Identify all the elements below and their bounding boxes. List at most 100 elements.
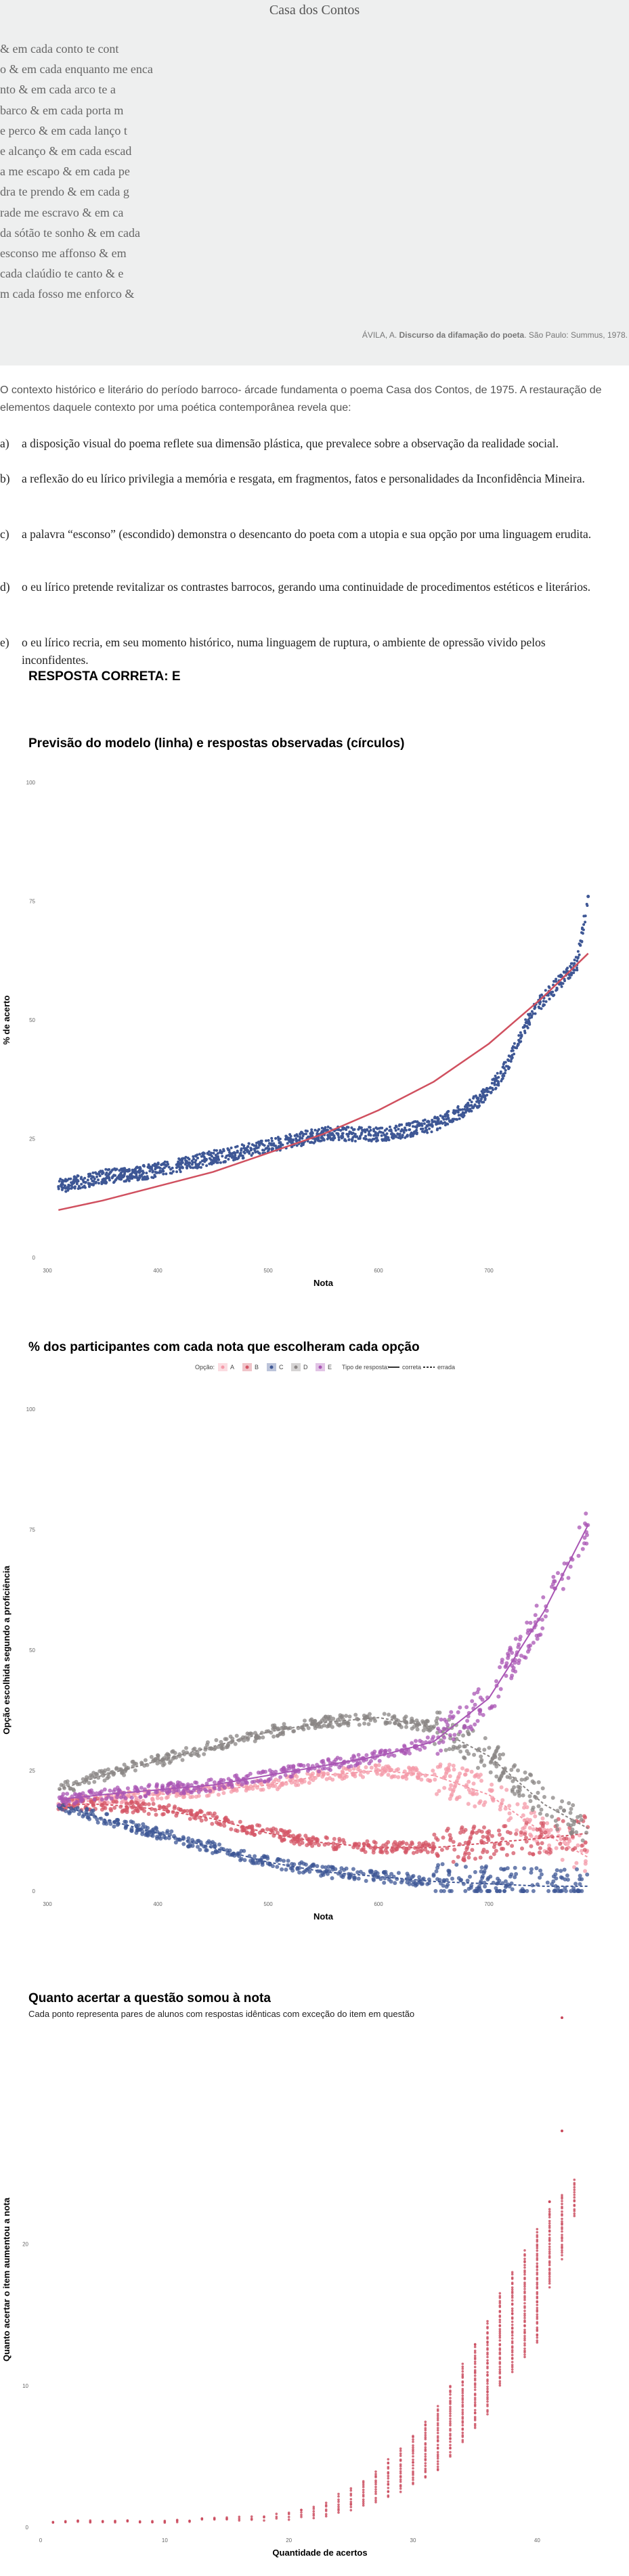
x-tick-label: 600 bbox=[374, 1268, 383, 1274]
option-A-point bbox=[427, 1779, 432, 1783]
poem-line: e alcanço & em cada escad bbox=[0, 144, 132, 158]
x-tick-label: 300 bbox=[43, 1268, 52, 1274]
data-point bbox=[148, 1170, 152, 1173]
option-B-point bbox=[505, 1829, 510, 1834]
gain-point bbox=[486, 2326, 489, 2328]
option-C-point bbox=[458, 1878, 463, 1883]
option-C-point bbox=[169, 1829, 174, 1834]
data-point bbox=[397, 1136, 400, 1139]
option-B-point bbox=[423, 1847, 428, 1852]
gain-point bbox=[486, 2382, 489, 2385]
option-D-point bbox=[523, 1777, 527, 1782]
poem-line: m cada fosso me enforco & bbox=[0, 287, 135, 301]
option-E-point bbox=[364, 1753, 369, 1758]
gain-point bbox=[387, 2458, 390, 2461]
option-A-point bbox=[435, 1792, 439, 1796]
gain-point bbox=[461, 2439, 464, 2442]
option-B-point bbox=[365, 1839, 370, 1844]
data-point bbox=[267, 1139, 270, 1142]
option-B-point bbox=[544, 1850, 549, 1855]
option-D-point bbox=[72, 1781, 77, 1785]
option-E-point bbox=[449, 1710, 454, 1714]
gain-point bbox=[511, 2324, 514, 2326]
option-D-point bbox=[155, 1761, 160, 1766]
option-C-point bbox=[578, 1882, 582, 1886]
option-E-point bbox=[508, 1647, 513, 1651]
gain-point bbox=[573, 2196, 576, 2199]
gain-point bbox=[561, 2230, 563, 2233]
option-D-point bbox=[435, 1716, 439, 1720]
option-D-point bbox=[528, 1799, 533, 1803]
option-B-point bbox=[514, 1831, 519, 1836]
option-E-point bbox=[316, 1769, 321, 1774]
data-point bbox=[555, 989, 558, 992]
data-point bbox=[573, 958, 576, 962]
gain-point bbox=[349, 2509, 353, 2512]
option-E-point bbox=[189, 1783, 194, 1787]
data-point bbox=[348, 1130, 351, 1134]
gain-point bbox=[461, 2411, 464, 2414]
gain-point bbox=[77, 2519, 79, 2523]
data-point bbox=[295, 1137, 298, 1140]
option-B-point bbox=[363, 1850, 368, 1855]
gain-point bbox=[424, 2455, 427, 2458]
option-D-point bbox=[448, 1736, 453, 1741]
gain-point bbox=[473, 2397, 477, 2399]
gain-point bbox=[461, 2413, 464, 2416]
gain-point bbox=[548, 2245, 551, 2248]
data-point bbox=[532, 1012, 535, 1015]
data-point bbox=[524, 1018, 527, 1021]
option-D-point bbox=[188, 1752, 193, 1757]
data-point bbox=[207, 1150, 211, 1153]
option-A-point bbox=[408, 1769, 412, 1774]
option-D-point bbox=[502, 1766, 507, 1771]
data-point bbox=[483, 1097, 487, 1101]
option-B-point bbox=[441, 1836, 446, 1840]
data-point bbox=[409, 1132, 412, 1136]
data-point bbox=[355, 1135, 359, 1138]
y-tick-label: 50 bbox=[29, 1647, 35, 1653]
gain-point bbox=[287, 2518, 290, 2521]
option-C-point bbox=[479, 1869, 483, 1874]
option-D-point bbox=[368, 1712, 372, 1716]
option-A-point bbox=[438, 1762, 443, 1767]
option-D-point bbox=[404, 1714, 408, 1719]
data-point bbox=[276, 1147, 279, 1150]
gain-point bbox=[486, 2393, 489, 2396]
gain-point bbox=[548, 2252, 551, 2255]
option-E-point bbox=[408, 1751, 412, 1756]
option-E-point bbox=[517, 1642, 521, 1647]
gain-point bbox=[238, 2515, 241, 2518]
data-point bbox=[467, 1101, 470, 1105]
data-point bbox=[401, 1134, 404, 1137]
data-point bbox=[578, 942, 581, 946]
data-point bbox=[200, 1159, 204, 1163]
option-E-point bbox=[519, 1653, 523, 1658]
option-C-point bbox=[578, 1877, 582, 1882]
gain-outlier-point bbox=[548, 2200, 551, 2203]
option-B-point bbox=[520, 1846, 524, 1851]
gain-point bbox=[374, 2501, 377, 2504]
option-E-point bbox=[448, 1733, 452, 1737]
gain-point bbox=[498, 2294, 502, 2298]
data-point bbox=[452, 1109, 456, 1112]
y-axis-label: Quanto acertar o item aumentou a nota bbox=[1, 2197, 12, 2361]
option-B-point bbox=[276, 1831, 280, 1835]
option-A-point bbox=[523, 1802, 527, 1806]
option-D-point bbox=[87, 1781, 91, 1785]
option-D-point bbox=[515, 1789, 520, 1794]
gain-point bbox=[473, 2354, 477, 2357]
gain-point bbox=[473, 2377, 477, 2380]
option-E-point bbox=[477, 1708, 481, 1712]
option-D-point bbox=[415, 1727, 420, 1732]
gain-point bbox=[523, 2347, 526, 2350]
option-A-point bbox=[521, 1826, 525, 1831]
data-point bbox=[123, 1170, 126, 1174]
option-C-point bbox=[204, 1848, 209, 1852]
gain-point bbox=[101, 2521, 104, 2524]
option-C-point bbox=[513, 1865, 517, 1870]
gain-point bbox=[412, 2455, 414, 2458]
data-point bbox=[385, 1128, 389, 1130]
option-C-point bbox=[196, 1844, 200, 1849]
option-B-point bbox=[234, 1828, 238, 1833]
